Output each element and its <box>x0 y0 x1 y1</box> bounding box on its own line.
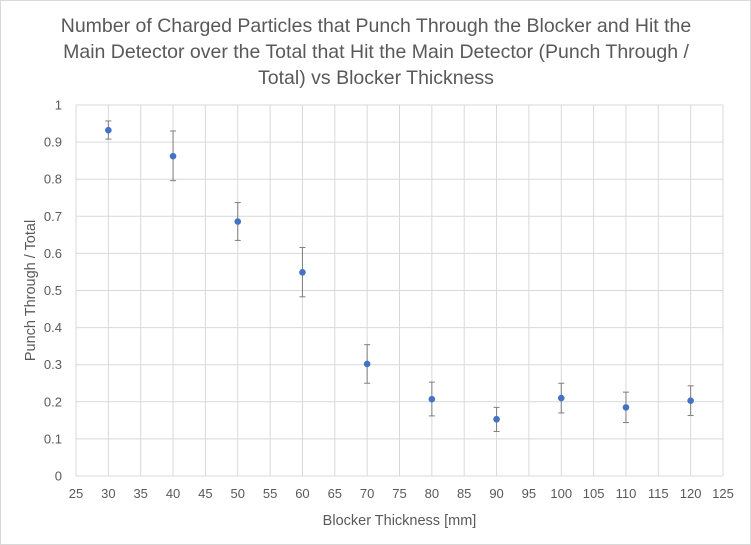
y-tick-label: 0.6 <box>44 246 62 261</box>
x-tick-label: 35 <box>133 486 147 501</box>
x-tick-label: 110 <box>616 486 637 501</box>
y-tick-label: 0.7 <box>44 209 62 224</box>
x-tick-label: 45 <box>198 486 212 501</box>
x-tick-label: 90 <box>489 486 503 501</box>
x-tick-label: 100 <box>550 486 572 501</box>
data-point <box>169 152 177 160</box>
grid-lines <box>75 104 724 477</box>
data-point <box>687 397 694 404</box>
data-point <box>557 394 565 402</box>
data-point <box>363 360 371 368</box>
y-tick-label: 0.2 <box>44 394 62 409</box>
x-tick-label: 125 <box>712 486 734 501</box>
y-tick-label: 0.8 <box>44 172 62 187</box>
x-tick-label: 50 <box>231 486 245 501</box>
chart-title: Number of Charged Particles that Punch T… <box>60 15 692 89</box>
data-points <box>105 126 694 423</box>
x-tick-label: 85 <box>457 486 471 501</box>
x-tick-label: 120 <box>680 486 702 501</box>
y-tick-label: 0.9 <box>44 135 62 150</box>
data-point <box>105 126 112 134</box>
x-tick-label: 55 <box>263 486 277 501</box>
x-tick-label: 30 <box>101 486 115 501</box>
data-point <box>493 415 500 423</box>
x-tick-label: 60 <box>295 486 309 501</box>
x-tick-label: 80 <box>425 486 439 501</box>
x-axis-title: Blocker Thickness [mm] <box>323 513 477 529</box>
data-point <box>428 395 436 403</box>
x-tick-label: 70 <box>360 486 374 501</box>
y-tick-label: 0.3 <box>44 357 62 372</box>
data-point <box>234 218 242 225</box>
data-point <box>622 404 630 411</box>
x-tick-label: 115 <box>648 486 669 501</box>
y-tick-label: 0.5 <box>44 283 62 298</box>
x-tick-label: 25 <box>69 486 83 501</box>
x-tick-label: 105 <box>583 486 605 501</box>
x-tick-label: 65 <box>328 486 342 501</box>
x-tick-label: 95 <box>522 486 536 501</box>
x-tick-label: 40 <box>166 486 180 501</box>
y-tick-label: 0 <box>55 469 62 484</box>
x-tick-label: 75 <box>392 486 406 501</box>
y-axis-title: Punch Through / Total <box>23 220 39 361</box>
y-tick-label: 0.4 <box>44 320 62 335</box>
y-tick-label: 1 <box>55 98 62 113</box>
data-point <box>299 269 306 276</box>
y-tick-label: 0.1 <box>44 431 62 446</box>
